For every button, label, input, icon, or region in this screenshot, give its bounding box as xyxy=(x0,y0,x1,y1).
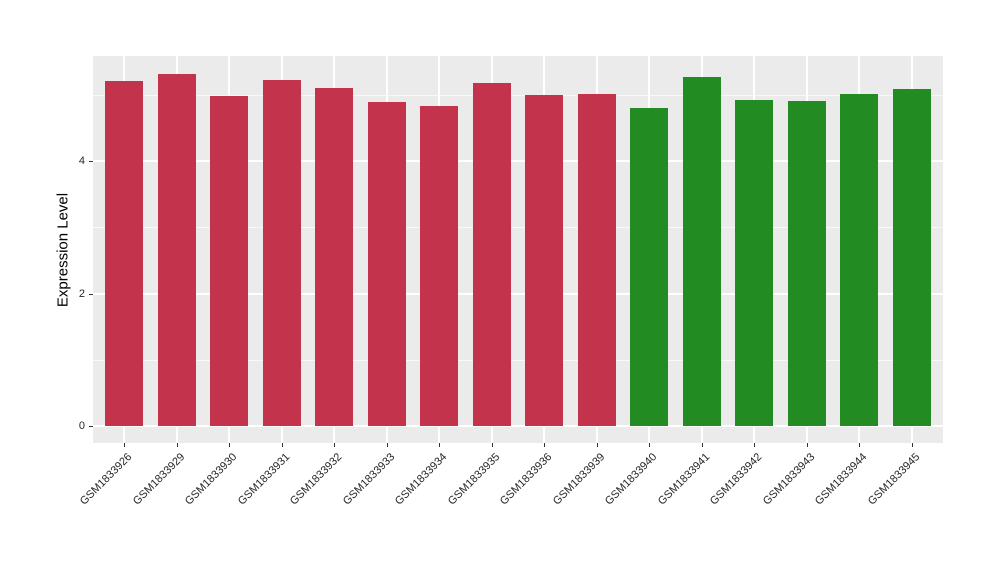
gridline-major-y0 xyxy=(93,425,943,427)
x-tick-label: GSM1833943 xyxy=(760,451,818,508)
x-tick-label: GSM1833936 xyxy=(497,451,555,508)
bar-GSM1833942 xyxy=(735,100,773,426)
gridline-minor-y5 xyxy=(93,95,943,96)
bar-GSM1833934 xyxy=(420,106,458,426)
y-tick-label: 2 xyxy=(78,288,85,300)
x-tick-label: GSM1833929 xyxy=(130,451,188,508)
y-tick-label: 4 xyxy=(78,155,85,167)
bar-GSM1833935 xyxy=(473,83,511,426)
x-tick-mark xyxy=(229,443,230,447)
x-tick-label: GSM1833934 xyxy=(392,451,450,508)
y-tick-label: 0 xyxy=(78,420,85,432)
gridline-minor-y1 xyxy=(93,360,943,361)
bar-GSM1833926 xyxy=(105,81,143,426)
x-tick-label: GSM1833935 xyxy=(445,451,503,508)
y-tick-mark xyxy=(89,426,93,427)
x-tick-mark xyxy=(859,443,860,447)
x-tick-label: GSM1833932 xyxy=(287,451,345,508)
bar-GSM1833930 xyxy=(210,96,248,426)
bar-GSM1833939 xyxy=(578,94,616,426)
x-tick-mark xyxy=(492,443,493,447)
bar-GSM1833945 xyxy=(893,89,931,426)
bar-GSM1833936 xyxy=(525,95,563,426)
x-tick-mark xyxy=(912,443,913,447)
x-tick-mark xyxy=(544,443,545,447)
x-tick-label: GSM1833945 xyxy=(865,451,923,508)
x-tick-label: GSM1833926 xyxy=(77,451,135,508)
y-tick-mark xyxy=(89,294,93,295)
bar-GSM1833940 xyxy=(630,108,668,426)
bar-GSM1833941 xyxy=(683,77,721,426)
bar-GSM1833929 xyxy=(158,74,196,426)
x-tick-mark xyxy=(807,443,808,447)
bar-GSM1833943 xyxy=(788,101,826,426)
plot-panel xyxy=(93,56,943,443)
gridline-major-y2 xyxy=(93,293,943,295)
x-tick-label: GSM1833942 xyxy=(707,451,765,508)
x-tick-mark xyxy=(597,443,598,447)
y-tick-mark xyxy=(89,161,93,162)
x-tick-label: GSM1833931 xyxy=(235,451,293,508)
x-tick-label: GSM1833941 xyxy=(655,451,713,508)
x-tick-mark xyxy=(177,443,178,447)
x-tick-mark xyxy=(282,443,283,447)
x-tick-label: GSM1833944 xyxy=(812,451,870,508)
x-tick-label: GSM1833940 xyxy=(602,451,660,508)
bar-GSM1833932 xyxy=(315,88,353,426)
x-tick-mark xyxy=(439,443,440,447)
x-tick-mark xyxy=(649,443,650,447)
x-tick-mark xyxy=(124,443,125,447)
gridline-minor-y3 xyxy=(93,227,943,228)
x-tick-mark xyxy=(754,443,755,447)
x-tick-mark xyxy=(702,443,703,447)
x-tick-mark xyxy=(334,443,335,447)
x-tick-mark xyxy=(387,443,388,447)
bar-GSM1833944 xyxy=(840,94,878,426)
gridline-major-y4 xyxy=(93,160,943,162)
x-tick-label: GSM1833939 xyxy=(550,451,608,508)
x-tick-label: GSM1833930 xyxy=(182,451,240,508)
bar-GSM1833933 xyxy=(368,102,406,426)
x-tick-label: GSM1833933 xyxy=(340,451,398,508)
bar-GSM1833931 xyxy=(263,80,301,426)
